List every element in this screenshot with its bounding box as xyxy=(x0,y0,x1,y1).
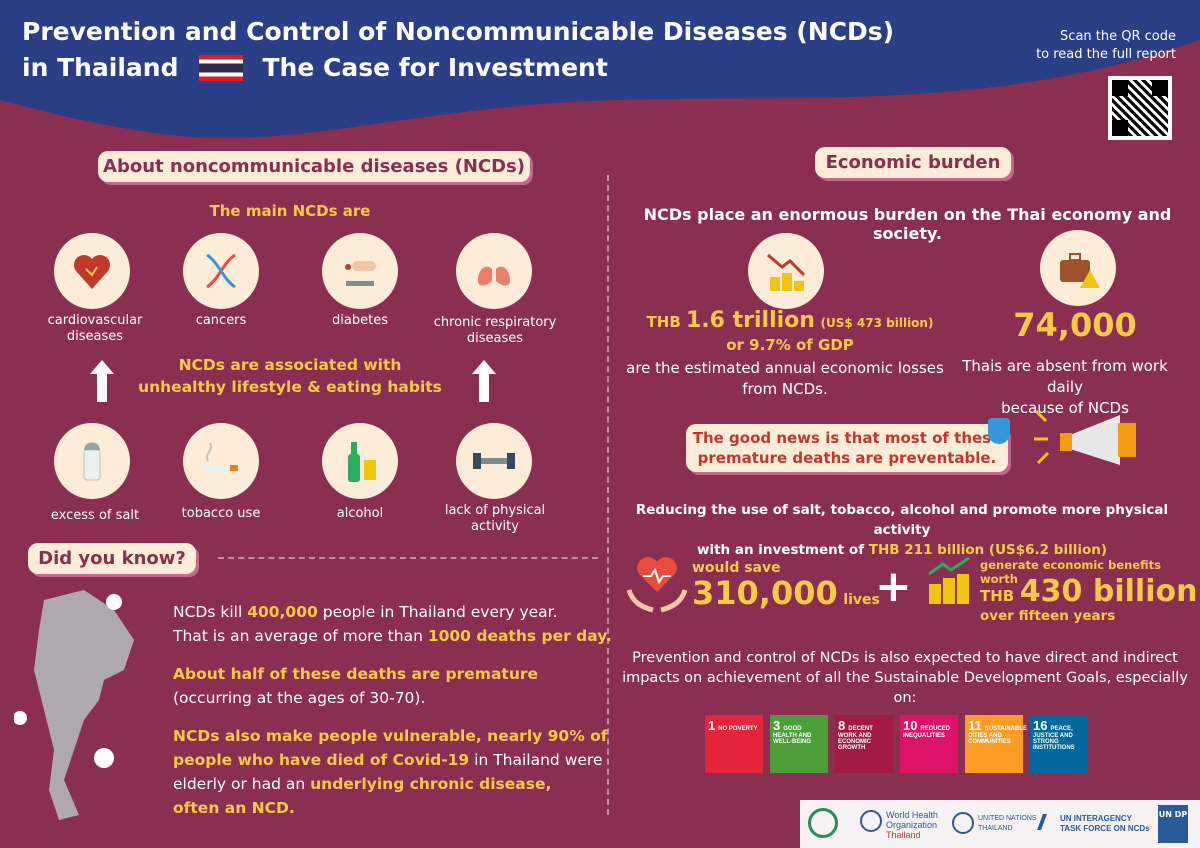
know-paragraph-2: About half of these deaths are premature… xyxy=(173,665,539,707)
sdg-tile: 11 SUSTAINABLE CITIES AND COMMUNITIES xyxy=(965,715,1027,773)
main-ncds-label: The main NCDs are xyxy=(209,202,371,220)
coins-down-chart-icon xyxy=(748,233,824,309)
sdg-number: 16 xyxy=(1033,718,1048,733)
sdg-tile: 3 GOOD HEALTH AND WELL-BEING xyxy=(770,715,828,773)
qr-code[interactable] xyxy=(1108,76,1172,140)
absent-description: Thais are absent from work daily because… xyxy=(962,357,1168,417)
risk-caption: excess of salt xyxy=(50,508,140,523)
benefit-years: over fifteen years xyxy=(980,608,1116,624)
iatf-logo-text: UN INTERAGENCY TASK FORCE ON NCDs xyxy=(1060,814,1150,833)
page-title: Prevention and Control of Noncommunicabl… xyxy=(22,17,895,82)
who-logo-text: World Health Organization Thailand xyxy=(886,810,938,840)
risk-caption: alcohol xyxy=(336,506,384,521)
know-paragraph-3: NCDs also make people vulnerable, nearly… xyxy=(173,727,608,817)
sdg-tile: 10 REDUCED INEQUALITIES xyxy=(900,715,958,773)
save-label: would save xyxy=(692,560,781,576)
benefit-value: THB 430 billion xyxy=(980,574,1198,609)
thai-flag-icon xyxy=(198,55,243,81)
sdg-label: GOOD HEALTH AND WELL-BEING xyxy=(773,726,812,745)
dumbbell-icon xyxy=(456,423,532,499)
good-news-box: The good news is that most of these prem… xyxy=(686,424,1008,472)
economic-intro: NCDs place an enormous burden on the Tha… xyxy=(643,205,1172,243)
glucose-finger-icon xyxy=(322,233,398,309)
know-paragraph-1: NCDs kill 400,000 people in Thailand eve… xyxy=(173,603,612,645)
about-heading: About noncommunicable diseases (NCDs) xyxy=(98,151,530,182)
absent-value: 74,000 xyxy=(1013,306,1137,344)
sdg-label: NO POVERTY xyxy=(718,726,758,732)
section-divider xyxy=(218,557,598,559)
risk-caption: lack of physical activity xyxy=(444,503,546,534)
arrow-up-right xyxy=(472,360,496,402)
header-wave xyxy=(0,0,1200,139)
economic-heading: Economic burden xyxy=(815,147,1011,178)
sdg-number: 11 xyxy=(968,718,982,733)
arrow-up-left xyxy=(90,360,114,402)
sdg-tile: 8 DECENT WORK AND ECONOMIC GROWTH xyxy=(835,715,893,773)
sdg-number: 8 xyxy=(838,718,846,733)
loss-value: THB 1.6 trillion (US$ 473 billion) or 9.… xyxy=(646,308,934,355)
qr-caption: Scan the QR code to read the full report xyxy=(1036,29,1176,62)
sdg-intro: Prevention and control of NCDs is also e… xyxy=(622,650,1188,706)
salt-shaker-icon xyxy=(54,423,130,499)
disease-caption: diabetes xyxy=(332,313,388,328)
disease-caption: cardiovascular diseases xyxy=(47,313,143,344)
disease-caption: chronic respiratory diseases xyxy=(433,315,557,346)
un-emblem-icon xyxy=(952,812,974,834)
lungs-icon xyxy=(456,233,532,309)
beer-bottle-icon xyxy=(322,423,398,499)
benefit-label: generate economic benefits worth xyxy=(980,558,1161,586)
sdg-number: 3 xyxy=(773,718,781,733)
sdg-number: 1 xyxy=(708,718,716,733)
sdg-label: SUSTAINABLE CITIES AND COMMUNITIES xyxy=(968,726,1027,745)
heart-icon xyxy=(54,233,130,309)
disease-caption: cancers xyxy=(195,313,247,328)
save-value: 310,000 lives xyxy=(692,574,880,612)
sdg-tile: 1 NO POVERTY xyxy=(705,715,763,773)
briefcase-warning-icon xyxy=(1040,230,1116,306)
did-you-know-heading: Did you know? xyxy=(28,543,196,574)
sdg-label: PEACE, JUSTICE AND STRONG INSTITUTIONS xyxy=(1033,726,1075,751)
sdg-number: 10 xyxy=(903,718,918,733)
cigarette-icon xyxy=(183,423,259,499)
heart-hands-icon xyxy=(626,557,688,613)
coins-growth-icon xyxy=(928,556,970,604)
plus-sign: + xyxy=(875,561,912,612)
megaphone-icon xyxy=(1034,409,1136,465)
un-logo-text: UNITED NATIONS THAILAND xyxy=(978,815,1037,832)
undp-logo: UN DP xyxy=(1158,805,1188,843)
loss-description: are the estimated annual economic losses… xyxy=(626,359,944,398)
thai-moph-logo xyxy=(808,808,838,838)
risk-caption: tobacco use xyxy=(181,506,261,521)
sdg-label: DECENT WORK AND ECONOMIC GROWTH xyxy=(838,726,873,751)
who-emblem-icon xyxy=(860,810,882,832)
sdg-label: REDUCED INEQUALITIES xyxy=(903,726,951,739)
association-text: NCDs are associated with unhealthy lifes… xyxy=(138,356,442,396)
sdg-tile: 16 PEACE, JUSTICE AND STRONG INSTITUTIONS xyxy=(1030,715,1088,773)
reduce-text: Reducing the use of salt, tobacco, alcoh… xyxy=(635,502,1169,558)
column-divider xyxy=(607,175,609,815)
shield-icon xyxy=(988,418,1010,444)
dna-icon xyxy=(183,233,259,309)
thailand-map-icon xyxy=(14,590,134,820)
